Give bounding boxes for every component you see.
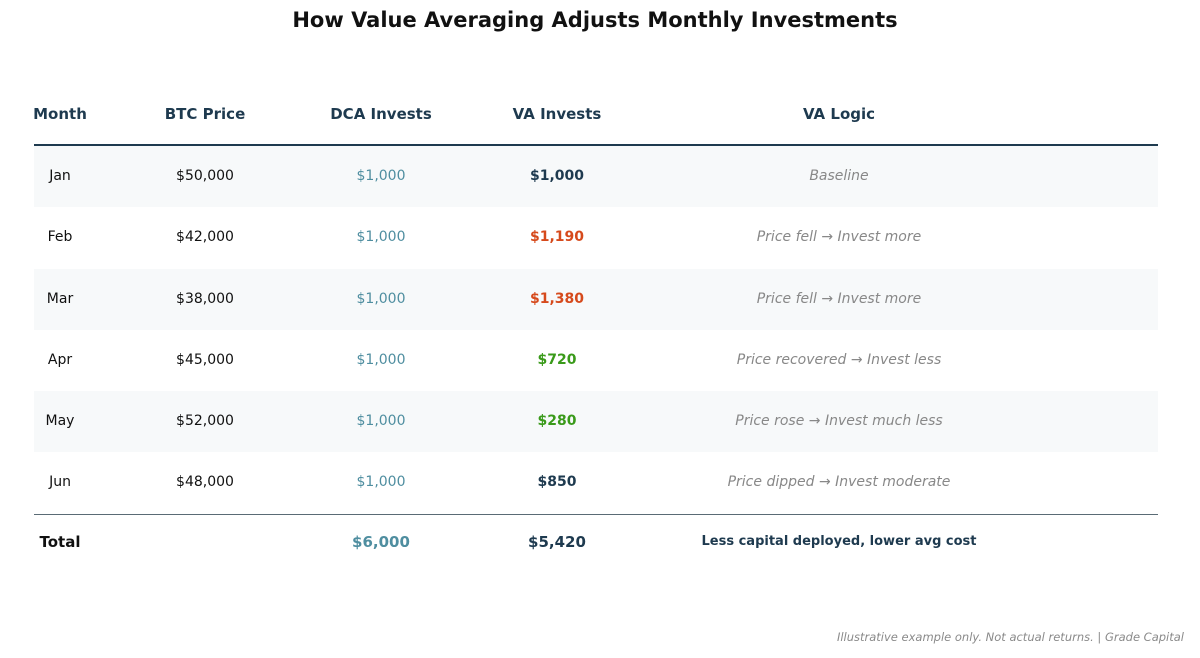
header-divider [34,144,1158,146]
total-row: Total $6,000 $5,420 Less capital deploye… [34,515,1158,569]
total-logic: Less capital deployed, lower avg cost [701,534,977,550]
cell-month: Mar [46,290,74,307]
cell-month: Feb [47,229,73,246]
header-va-logic: VA Logic [802,105,876,123]
header-btc-price: BTC Price [164,105,246,123]
total-va: $5,420 [528,533,586,552]
table-row: Jun $48,000 $1,000 $850 Price dipped → Inves… [34,452,1158,513]
cell-btc-price: $48,000 [176,474,234,491]
header-dca-invests: DCA Invests [330,105,432,123]
chart-title: How Value Averaging Adjusts Monthly Inve… [292,8,898,32]
table-row: Feb $42,000 $1,000 $1,190 Price fell → Inves… [34,207,1158,268]
table-row: Apr $45,000 $1,000 $720 Price recovered → In… [34,330,1158,391]
footnote: Illustrative example only. Not actual re… [836,630,1184,644]
cell-va-invests: $720 [537,351,577,368]
cell-btc-price: $42,000 [176,229,234,246]
cell-va-invests: $850 [537,474,577,491]
table-header: Month BTC Price DCA Invests VA Invests V… [33,84,1158,144]
cell-va-logic: Price fell → Invest more [756,229,922,246]
table-body: Jan $50,000 $1,000 $1,000 Baseline Feb $42,000… [34,146,1158,514]
header-month: Month [33,105,87,123]
cell-month: Jun [49,474,71,491]
cell-va-invests: $1,000 [529,168,585,184]
cell-dca-invests: $1,000 [356,168,406,184]
cell-dca-invests: $1,000 [356,413,406,430]
cell-btc-price: $50,000 [176,168,234,184]
cell-dca-invests: $1,000 [356,229,406,246]
cell-va-logic: Baseline [809,168,869,184]
total-dca: $6,000 [352,533,410,552]
total-label: Total [39,533,81,552]
cell-month: Apr [47,351,73,368]
cell-va-logic: Price dipped → Invest moderate [727,474,951,491]
cell-btc-price: $38,000 [176,290,234,307]
table-row: Jan $50,000 $1,000 $1,000 Baseline [34,146,1158,208]
total-divider [34,513,1158,516]
cell-dca-invests: $1,000 [356,474,406,491]
cell-btc-price: $45,000 [176,351,234,368]
cell-va-logic: Price rose → Invest much less [735,413,943,430]
cell-month: May [45,413,75,430]
table-row: Mar $38,000 $1,000 $1,380 Price fell → Inves… [34,268,1158,330]
cell-btc-price: $52,000 [176,413,234,430]
cell-va-logic: Price fell → Invest more [756,290,922,307]
cell-va-logic: Price recovered → Invest less [736,351,942,368]
table-row: May $52,000 $1,000 $280 Price rose → Invest … [34,391,1158,453]
cell-dca-invests: $1,000 [356,290,406,307]
header-va-invests: VA Invests [512,105,602,123]
cell-va-invests: $1,380 [529,290,585,307]
comparison-table: Month BTC Price DCA Invests VA Invests V… [33,84,1158,569]
cell-va-invests: $1,190 [529,229,585,246]
cell-dca-invests: $1,000 [356,351,406,368]
cell-month: Jan [49,168,71,184]
cell-va-invests: $280 [537,413,577,430]
